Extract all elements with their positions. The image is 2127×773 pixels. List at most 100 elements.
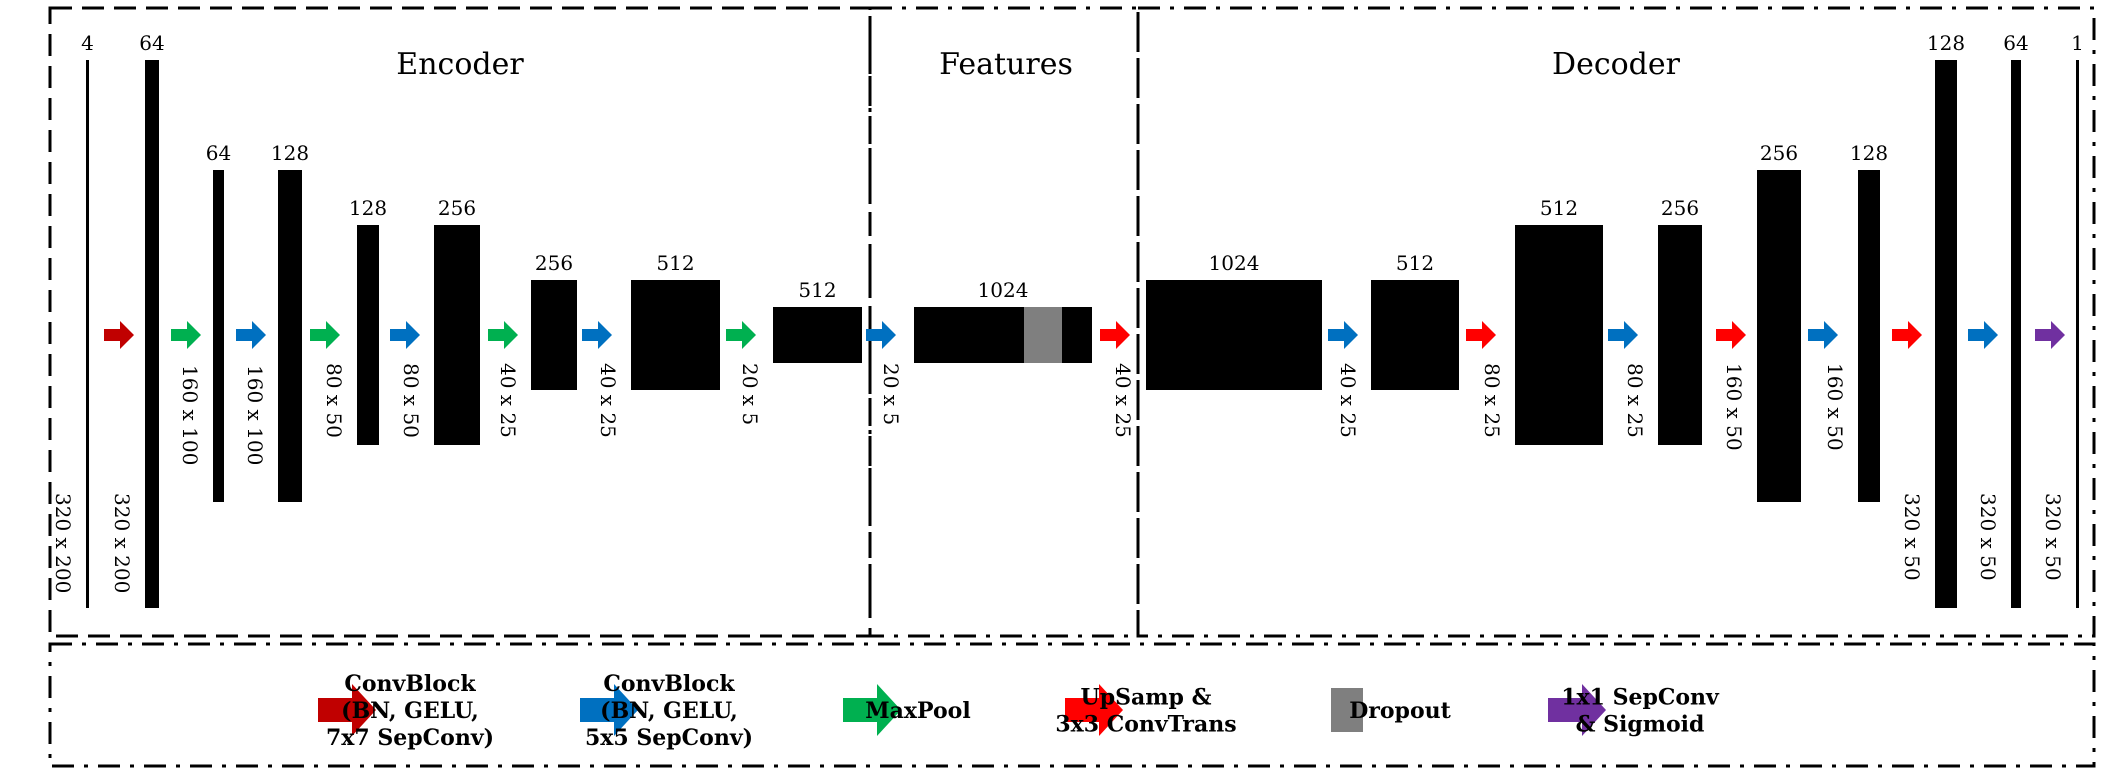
layer-dims-label: 80 x 50 bbox=[399, 363, 423, 438]
layer-channels-label: 128 bbox=[1927, 31, 1965, 55]
legend-label: ConvBlock bbox=[344, 671, 476, 697]
layer-channels-label: 512 bbox=[656, 251, 694, 275]
layer-dims-label: 20 x 5 bbox=[738, 363, 762, 425]
layer-block-11 bbox=[1371, 280, 1459, 390]
layer-dims-label: 40 x 25 bbox=[1336, 363, 1360, 438]
layer-channels-label: 1024 bbox=[1209, 251, 1260, 275]
layer-channels-label: 512 bbox=[1396, 251, 1434, 275]
layer-block-1 bbox=[145, 60, 159, 608]
decoder-title: Decoder bbox=[1552, 47, 1681, 82]
layer-dims-label: 80 x 25 bbox=[1480, 363, 1504, 438]
legend-label: ConvBlock bbox=[603, 671, 735, 697]
layer-channels-label: 512 bbox=[1540, 196, 1578, 220]
layer-dims-label: 320 x 50 bbox=[2041, 493, 2065, 581]
layer-block-16 bbox=[1935, 60, 1957, 608]
convblock7-arrow bbox=[104, 321, 134, 349]
dropout-region bbox=[1024, 307, 1062, 363]
convblock5-legend-arrow bbox=[580, 684, 638, 736]
legend-label: & Sigmoid bbox=[1576, 712, 1705, 738]
layer-block-12 bbox=[1515, 225, 1603, 445]
layer-channels-label: 4 bbox=[81, 31, 94, 55]
layer-channels-label: 128 bbox=[1850, 141, 1888, 165]
upsamp-arrow bbox=[1466, 321, 1496, 349]
legend-frame bbox=[48, 642, 2096, 768]
layer-block-4 bbox=[357, 225, 379, 445]
layer-block-17 bbox=[2011, 60, 2021, 608]
encoder-title: Encoder bbox=[396, 47, 524, 82]
maxpool-arrow bbox=[488, 321, 518, 349]
layer-block-10 bbox=[1146, 280, 1322, 390]
legend-label: MaxPool bbox=[865, 698, 970, 724]
legend-label: 5x5 SepConv) bbox=[585, 725, 753, 751]
layer-block-14 bbox=[1757, 170, 1801, 502]
maxpool-arrow bbox=[171, 321, 201, 349]
layer-dims-label: 320 x 50 bbox=[1976, 493, 2000, 581]
layer-channels-label: 256 bbox=[1661, 196, 1699, 220]
convblock5-arrow bbox=[1328, 321, 1358, 349]
operation-arrows bbox=[104, 321, 2065, 349]
convblock5-arrow bbox=[1808, 321, 1838, 349]
convblock5-arrow bbox=[866, 321, 896, 349]
layer-dims-label: 80 x 50 bbox=[322, 363, 346, 438]
layer-channels-label: 1 bbox=[2071, 31, 2084, 55]
maxpool-arrow bbox=[726, 321, 756, 349]
layer-channels-label: 128 bbox=[271, 141, 309, 165]
layer-dims-label: 320 x 200 bbox=[51, 493, 75, 593]
layer-dims-label: 40 x 25 bbox=[1111, 363, 1135, 438]
layer-dims-label: 320 x 50 bbox=[1900, 493, 1924, 581]
legend-label: 3x3 ConvTrans bbox=[1055, 712, 1236, 738]
layer-block-9 bbox=[914, 307, 1092, 363]
layer-dims-label: 40 x 25 bbox=[496, 363, 520, 438]
layer-channels-label: 64 bbox=[206, 141, 231, 165]
upsamp-arrow bbox=[1100, 321, 1130, 349]
convblock5-arrow bbox=[390, 321, 420, 349]
layer-blocks: 4 320 x 200 64 320 x 200 64 160 x 100 128 160 x… bbox=[51, 31, 2084, 608]
layer-channels-label: 256 bbox=[438, 196, 476, 220]
convblock5-arrow bbox=[582, 321, 612, 349]
legend-label: Dropout bbox=[1349, 698, 1451, 724]
sepconv-legend-arrow bbox=[1548, 684, 1606, 736]
sepconv-arrow bbox=[2035, 321, 2065, 349]
layer-block-3 bbox=[278, 170, 302, 502]
legend: ConvBlock(BN, GELU,7x7 SepConv)ConvBlock… bbox=[318, 671, 1720, 751]
layer-dims-label: 160 x 50 bbox=[1823, 363, 1847, 451]
features-title: Features bbox=[939, 47, 1073, 82]
layer-dims-label: 20 x 5 bbox=[879, 363, 903, 425]
layer-dims-label: 160 x 50 bbox=[1722, 363, 1746, 451]
layer-channels-label: 128 bbox=[349, 196, 387, 220]
upsamp-arrow bbox=[1892, 321, 1922, 349]
convblock5-arrow bbox=[1608, 321, 1638, 349]
convblock5-arrow bbox=[236, 321, 266, 349]
layer-block-15 bbox=[1858, 170, 1880, 502]
features-frame bbox=[868, 6, 1140, 638]
layer-block-2 bbox=[213, 170, 224, 502]
layer-channels-label: 64 bbox=[2003, 31, 2028, 55]
layer-block-5 bbox=[434, 225, 480, 445]
layer-dims-label: 160 x 100 bbox=[178, 365, 202, 465]
layer-dims-label: 160 x 100 bbox=[243, 365, 267, 465]
layer-channels-label: 512 bbox=[798, 278, 836, 302]
maxpool-arrow bbox=[310, 321, 340, 349]
layer-block-7 bbox=[631, 280, 720, 390]
layer-dims-label: 320 x 200 bbox=[110, 493, 134, 593]
convblock5-arrow bbox=[1968, 321, 1998, 349]
legend-label: 1x1 SepConv bbox=[1561, 685, 1720, 711]
layer-channels-label: 1024 bbox=[978, 278, 1029, 302]
layer-dims-label: 40 x 25 bbox=[596, 363, 620, 438]
layer-channels-label: 64 bbox=[139, 31, 164, 55]
decoder-frame bbox=[1136, 6, 2096, 638]
layer-block-13 bbox=[1658, 225, 1702, 445]
legend-label: 7x7 SepConv) bbox=[326, 725, 494, 751]
layer-block-0 bbox=[86, 60, 89, 608]
legend-label: (BN, GELU, bbox=[341, 698, 479, 724]
layer-channels-label: 256 bbox=[535, 251, 573, 275]
upsamp-arrow bbox=[1716, 321, 1746, 349]
layer-block-6 bbox=[531, 280, 577, 390]
layer-block-18 bbox=[2076, 60, 2079, 608]
dropout-swatch bbox=[1331, 688, 1363, 732]
layer-block-8 bbox=[773, 307, 862, 363]
legend-label: (BN, GELU, bbox=[600, 698, 738, 724]
upsamp-legend-arrow bbox=[1065, 684, 1123, 736]
legend-label: UpSamp & bbox=[1081, 685, 1212, 711]
